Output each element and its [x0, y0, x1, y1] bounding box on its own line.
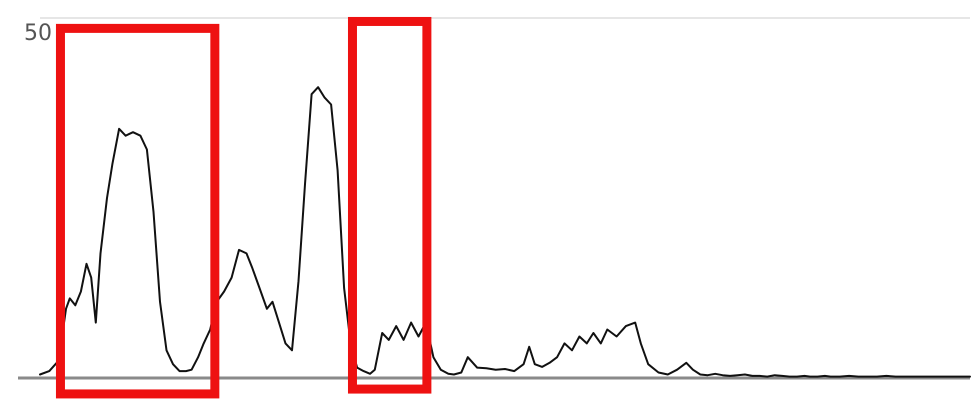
highlight-box-1 — [55, 23, 220, 399]
series-line-0 — [39, 86, 971, 378]
axis-layer: 50 — [18, 21, 970, 380]
series-layer — [39, 86, 971, 378]
highlight-layer — [55, 16, 432, 399]
y-tick-label-50: 50 — [24, 21, 52, 46]
highlight-box-2 — [347, 16, 432, 394]
